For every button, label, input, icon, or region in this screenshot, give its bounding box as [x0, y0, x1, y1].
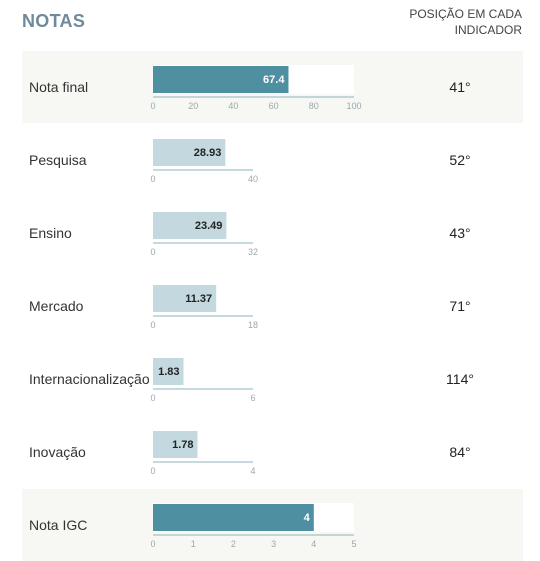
value-bar — [153, 504, 314, 531]
tick-label: 40 — [228, 101, 238, 111]
value-label: 11.37 — [185, 293, 212, 305]
value-label: 1.83 — [158, 366, 179, 378]
indicator-row: Mercado 11.37 0 18 71° — [22, 270, 523, 342]
indicator-label: Ensino — [29, 225, 72, 241]
rank-value — [420, 489, 500, 561]
indicator-row: Internacionalização 1.83 0 6 114° — [22, 343, 523, 415]
tick-label: 5 — [351, 539, 356, 549]
tick-label: 1 — [191, 539, 196, 549]
indicator-label: Mercado — [29, 298, 84, 314]
indicator-row: Pesquisa 28.93 0 40 52° — [22, 124, 523, 196]
tick-label: 80 — [309, 101, 319, 111]
indicator-bar-chart: 67.4 0 20 40 60 80 100 — [150, 65, 362, 111]
value-bar — [153, 358, 184, 385]
tick-label: 3 — [271, 539, 276, 549]
value-label: 1.78 — [172, 439, 193, 451]
indicator-label: Inovação — [29, 444, 86, 460]
tick-label: 100 — [346, 101, 361, 111]
tick-label: 0 — [150, 539, 155, 549]
rank-value: 41° — [449, 79, 471, 95]
indicator-bar-chart: 23.49 0 32 — [150, 212, 258, 257]
tick-label: 40 — [248, 174, 258, 184]
value-bar — [153, 431, 198, 458]
indicator-label: Internacionalização — [29, 371, 150, 387]
indicator-bar-chart: 1.83 0 6 — [150, 358, 256, 403]
indicator-label: Nota final — [29, 79, 89, 95]
tick-label: 60 — [269, 101, 279, 111]
value-label: 4 — [304, 512, 311, 524]
tick-label: 0 — [150, 247, 155, 257]
value-bar — [153, 139, 226, 166]
tick-label: 20 — [188, 101, 198, 111]
indicator-bar-chart: 11.37 0 18 — [150, 285, 258, 330]
indicator-row: Nota IGC 4 0 1 2 3 4 5 — [22, 489, 523, 561]
rank-column-header: POSIÇÃO EM CADA INDICADOR — [409, 7, 522, 37]
tick-label: 0 — [150, 466, 155, 476]
value-label: 28.93 — [194, 147, 222, 159]
tick-label: 0 — [150, 393, 155, 403]
tick-label: 6 — [250, 393, 255, 403]
rank-value: 84° — [449, 444, 471, 460]
value-label: 23.49 — [195, 220, 223, 232]
indicator-row: Nota final 67.4 0 20 40 60 80 100 41° — [22, 51, 523, 123]
tick-label: 4 — [250, 466, 255, 476]
indicator-row: Inovação 1.78 0 4 84° — [22, 416, 523, 488]
tick-label: 2 — [231, 539, 236, 549]
indicator-label: Nota IGC — [29, 517, 88, 533]
value-bar — [153, 66, 289, 93]
rank-value: 43° — [449, 225, 471, 241]
indicator-label: Pesquisa — [29, 152, 87, 168]
tick-label: 0 — [150, 174, 155, 184]
indicator-bar-chart: 1.78 0 4 — [150, 431, 256, 476]
value-bar — [153, 212, 227, 239]
tick-label: 4 — [311, 539, 316, 549]
tick-label: 18 — [248, 320, 258, 330]
rank-value: 114° — [446, 371, 474, 387]
tick-label: 0 — [150, 101, 155, 111]
value-label: 67.4 — [263, 74, 285, 86]
rank-value: 52° — [449, 152, 471, 168]
indicator-bar-chart: 28.93 0 40 — [150, 139, 258, 184]
indicator-bar-chart: 4 0 1 2 3 4 5 — [150, 503, 357, 549]
indicator-row: Ensino 23.49 0 32 43° — [22, 197, 523, 269]
tick-label: 32 — [248, 247, 258, 257]
rank-value: 71° — [449, 298, 471, 314]
tick-label: 0 — [150, 320, 155, 330]
value-bar — [153, 285, 217, 312]
notas-title: NOTAS — [22, 11, 86, 31]
